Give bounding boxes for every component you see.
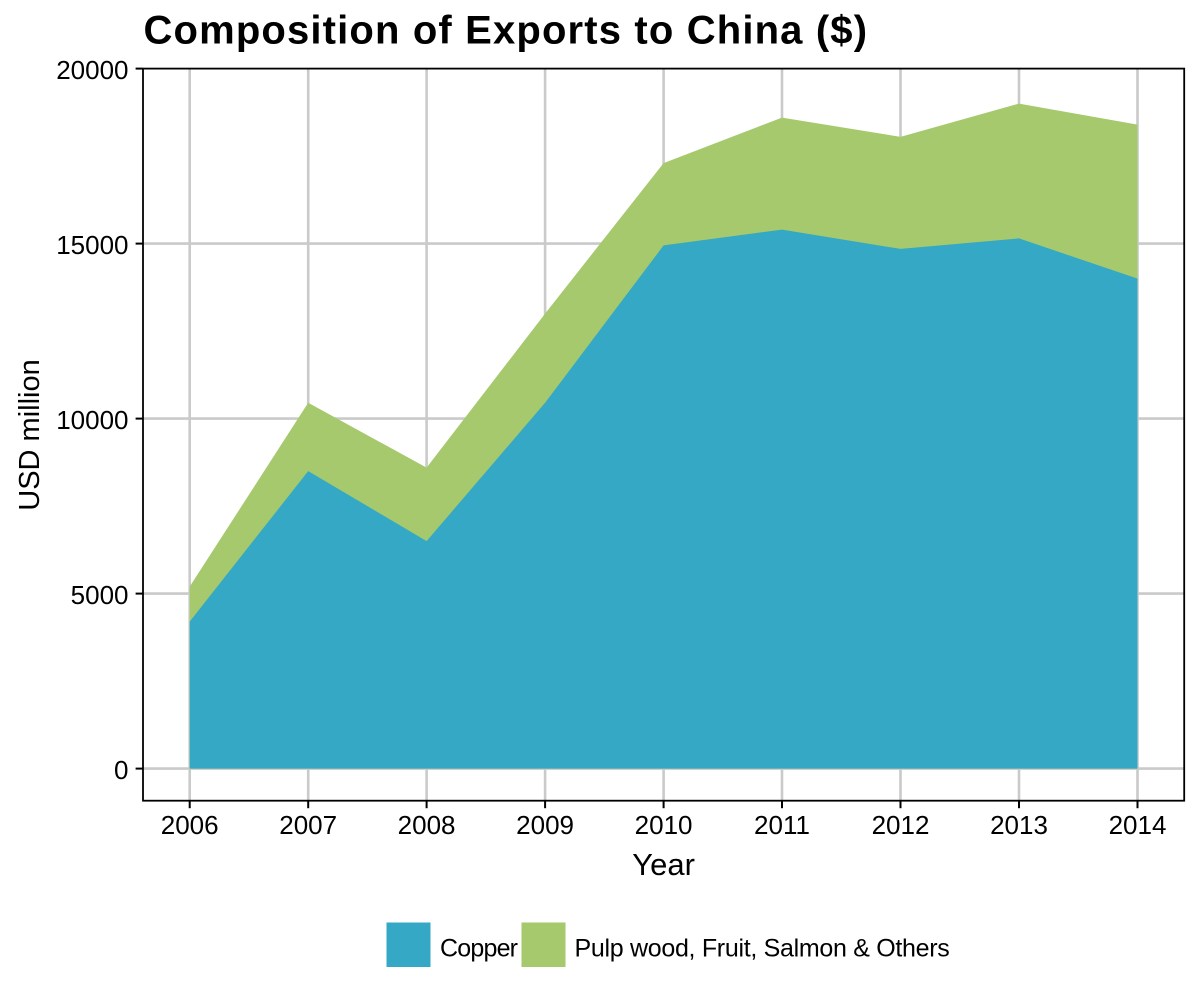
svg-text:2013: 2013 — [990, 810, 1048, 840]
svg-text:Year: Year — [632, 847, 695, 882]
svg-text:2011: 2011 — [754, 810, 810, 840]
svg-text:Copper: Copper — [440, 934, 518, 962]
svg-text:2012: 2012 — [872, 810, 930, 840]
svg-text:2006: 2006 — [161, 810, 219, 840]
svg-text:Pulp wood, Fruit, Salmon & Oth: Pulp wood, Fruit, Salmon & Others — [575, 934, 950, 962]
svg-text:2007: 2007 — [279, 810, 337, 840]
svg-text:10000: 10000 — [56, 405, 128, 435]
svg-text:Composition of Exports to Chin: Composition of Exports to China ($) — [144, 8, 869, 52]
svg-text:2014: 2014 — [1109, 810, 1167, 840]
svg-text:15000: 15000 — [56, 230, 128, 260]
svg-text:2010: 2010 — [635, 810, 693, 840]
svg-text:2009: 2009 — [516, 810, 574, 840]
svg-text:20000: 20000 — [56, 55, 128, 85]
svg-text:USD million: USD million — [14, 359, 46, 510]
svg-text:0: 0 — [114, 755, 128, 785]
svg-text:5000: 5000 — [71, 580, 129, 610]
svg-text:2008: 2008 — [398, 810, 456, 840]
